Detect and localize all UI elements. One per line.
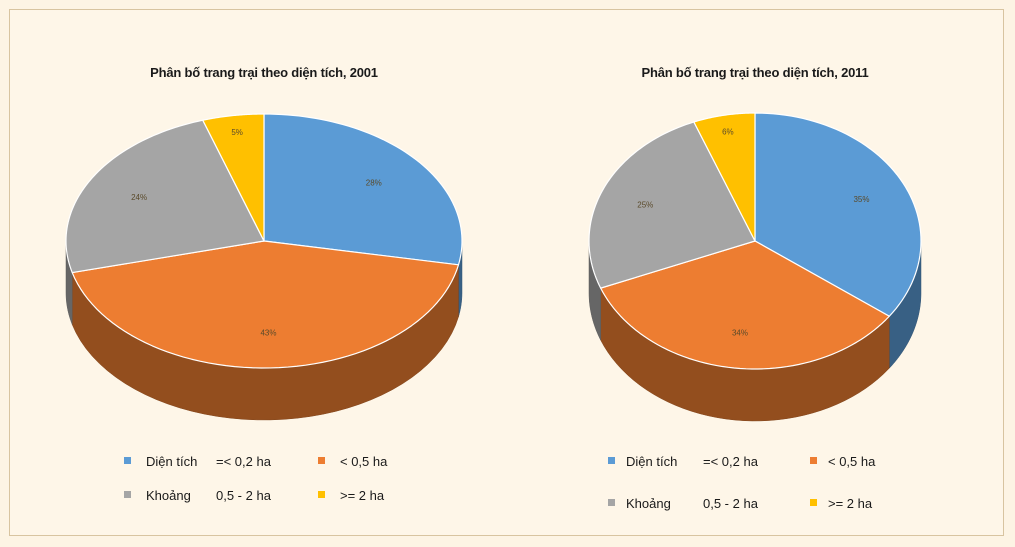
legend-swatch-le_0_2 (124, 457, 131, 464)
pie-slice-mid (65, 119, 265, 274)
legend-2001: Diện tích =< 0,2 ha < 0,5 ha Khoảng 0,5 - 2 … (124, 454, 388, 503)
pie-slice-mid (588, 121, 756, 289)
pie-slice-le_0_2 (754, 112, 922, 317)
legend-label-lt_0_5: < 0,5 ha (828, 454, 876, 469)
legend-item-ge_2: >= 2 ha (318, 488, 385, 503)
legend-label-mid: Khoảng (146, 488, 191, 503)
data-label-mid: 25% (637, 200, 653, 209)
pie-chart-2001: Phân bố trang trại theo diện tích, 2001 … (65, 65, 463, 503)
legend-2011: Diện tích =< 0,2 ha < 0,5 ha Khoảng 0,5 - 2 … (608, 454, 876, 511)
data-label-mid: 24% (131, 193, 147, 202)
data-label-le_0_2: 28% (366, 179, 382, 188)
pie-2001-body: 28% 43% 24% 5% (65, 113, 463, 421)
pie-chart-2011: Phân bố trang trại theo diện tích, 2011 … (588, 65, 922, 511)
legend-label-ge_2: >= 2 ha (828, 496, 873, 511)
legend-label-le_0_2: Diện tích (626, 454, 677, 469)
legend-range-mid: 0,5 - 2 ha (216, 488, 272, 503)
legend-range-le_0_2: =< 0,2 ha (703, 454, 759, 469)
data-label-ge_2: 5% (231, 128, 243, 137)
legend-swatch-mid (608, 499, 615, 506)
pie-slice-lt_0_5 (71, 240, 460, 369)
chart-title-2001: Phân bố trang trại theo diện tích, 2001 (150, 65, 378, 80)
chart-title-2011: Phân bố trang trại theo diện tích, 2011 (642, 65, 869, 80)
legend-item-lt_0_5: < 0,5 ha (318, 454, 388, 469)
legend-item-ge_2: >= 2 ha (810, 496, 873, 511)
data-label-lt_0_5: 43% (260, 328, 276, 337)
legend-item-mid: Khoảng 0,5 - 2 ha (124, 488, 272, 503)
legend-label-mid: Khoảng (626, 496, 671, 511)
legend-swatch-mid (124, 491, 131, 498)
legend-swatch-ge_2 (318, 491, 325, 498)
legend-item-le_0_2: Diện tích =< 0,2 ha (124, 454, 272, 469)
legend-item-mid: Khoảng 0,5 - 2 ha (608, 496, 759, 511)
legend-label-lt_0_5: < 0,5 ha (340, 454, 388, 469)
legend-swatch-lt_0_5 (318, 457, 325, 464)
data-label-le_0_2: 35% (853, 195, 869, 204)
legend-swatch-le_0_2 (608, 457, 615, 464)
data-label-ge_2: 6% (722, 128, 734, 137)
pie-slice-le_0_2 (263, 113, 463, 266)
legend-swatch-ge_2 (810, 499, 817, 506)
pie-2011-body: 35% 34% 25% 6% (588, 112, 922, 422)
pie-slice-lt_0_5 (600, 240, 890, 370)
legend-item-lt_0_5: < 0,5 ha (810, 454, 876, 469)
legend-range-le_0_2: =< 0,2 ha (216, 454, 272, 469)
legend-range-mid: 0,5 - 2 ha (703, 496, 759, 511)
legend-swatch-lt_0_5 (810, 457, 817, 464)
data-label-lt_0_5: 34% (732, 328, 748, 337)
legend-label-ge_2: >= 2 ha (340, 488, 385, 503)
legend-label-le_0_2: Diện tích (146, 454, 197, 469)
legend-item-le_0_2: Diện tích =< 0,2 ha (608, 454, 759, 469)
pie-slice-ge_2 (202, 113, 265, 242)
pie-slice-ge_2 (693, 112, 756, 242)
